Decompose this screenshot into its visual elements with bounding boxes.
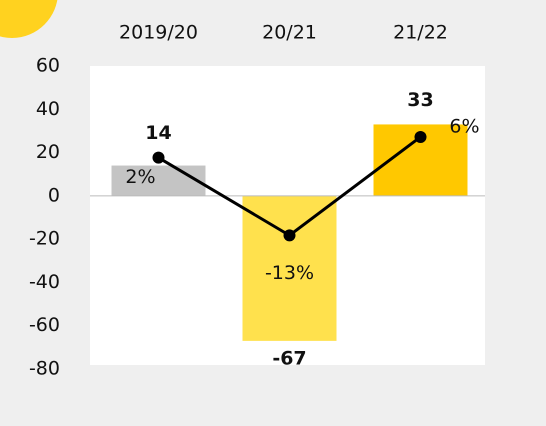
bar: [111, 165, 206, 196]
line-label: 6%: [449, 115, 479, 137]
bar: [242, 195, 337, 341]
y-tick-label: -40: [29, 271, 60, 293]
bar-label: -67: [272, 347, 306, 369]
y-tick-label: 0: [48, 184, 60, 206]
x-tick-label: 2019/20: [119, 22, 198, 44]
line-point: [152, 151, 165, 164]
x-tick-label: 21/22: [393, 22, 448, 44]
y-tick-label: -80: [29, 358, 60, 380]
y-tick-label: 20: [36, 141, 60, 163]
bar-label: 33: [407, 89, 433, 111]
line-point: [283, 229, 296, 242]
line-point: [414, 130, 427, 143]
y-tick-label: -20: [29, 228, 60, 250]
y-tick-label: 40: [36, 98, 60, 120]
x-tick-label: 20/21: [262, 22, 317, 44]
y-tick-label: 60: [36, 55, 60, 77]
line-label: -13%: [265, 262, 314, 284]
decoration-circle: [0, 0, 58, 38]
line-label: 2%: [125, 166, 155, 188]
bar-label: 14: [145, 122, 171, 144]
y-tick-label: -60: [29, 314, 60, 336]
